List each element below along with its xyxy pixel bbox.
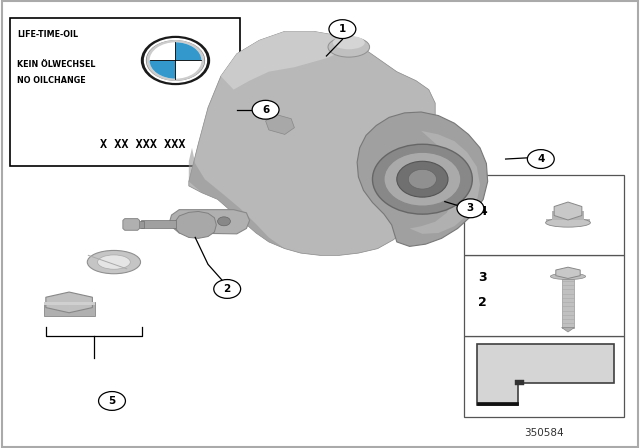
Polygon shape xyxy=(221,31,358,90)
Ellipse shape xyxy=(545,218,590,227)
Text: 4: 4 xyxy=(537,154,545,164)
Text: 350584: 350584 xyxy=(524,428,564,438)
FancyBboxPatch shape xyxy=(464,175,624,255)
Polygon shape xyxy=(123,219,140,230)
Text: X XX XXX XXX: X XX XXX XXX xyxy=(100,138,186,151)
Polygon shape xyxy=(44,302,95,316)
Wedge shape xyxy=(150,60,175,79)
Polygon shape xyxy=(554,202,582,220)
Circle shape xyxy=(329,20,356,39)
Circle shape xyxy=(408,169,436,189)
Polygon shape xyxy=(134,221,144,228)
Polygon shape xyxy=(141,220,176,228)
Ellipse shape xyxy=(87,250,141,274)
Circle shape xyxy=(397,161,448,197)
Text: 6: 6 xyxy=(262,105,269,115)
Polygon shape xyxy=(556,267,580,279)
Ellipse shape xyxy=(550,273,586,280)
Circle shape xyxy=(99,392,125,410)
Polygon shape xyxy=(545,219,590,223)
FancyBboxPatch shape xyxy=(464,255,624,336)
Text: 3: 3 xyxy=(467,203,474,213)
Polygon shape xyxy=(170,210,250,234)
Circle shape xyxy=(150,42,202,79)
Ellipse shape xyxy=(97,255,131,269)
Polygon shape xyxy=(562,279,575,328)
Ellipse shape xyxy=(333,36,365,49)
Text: 2: 2 xyxy=(223,284,231,294)
Polygon shape xyxy=(477,344,614,405)
Circle shape xyxy=(186,217,198,226)
Polygon shape xyxy=(562,327,575,332)
Text: KEIN ÖLWECHSEL: KEIN ÖLWECHSEL xyxy=(17,60,96,69)
Polygon shape xyxy=(357,112,488,246)
Text: LIFE-TIME-OIL: LIFE-TIME-OIL xyxy=(17,30,79,39)
Wedge shape xyxy=(175,42,202,60)
Polygon shape xyxy=(44,302,95,305)
Text: 5: 5 xyxy=(108,396,116,406)
Polygon shape xyxy=(266,114,294,134)
Polygon shape xyxy=(173,211,216,238)
Text: 3: 3 xyxy=(478,271,486,284)
Polygon shape xyxy=(410,131,480,234)
Polygon shape xyxy=(189,148,285,249)
Circle shape xyxy=(218,217,230,226)
Ellipse shape xyxy=(328,37,370,57)
Circle shape xyxy=(252,100,279,119)
Circle shape xyxy=(372,144,472,214)
Text: 1: 1 xyxy=(339,24,346,34)
Circle shape xyxy=(146,40,205,81)
Circle shape xyxy=(384,152,461,206)
Polygon shape xyxy=(189,31,435,255)
Circle shape xyxy=(527,150,554,168)
Polygon shape xyxy=(552,211,584,220)
Polygon shape xyxy=(477,402,518,405)
Polygon shape xyxy=(515,380,525,385)
Text: 4: 4 xyxy=(478,204,487,218)
Text: 2: 2 xyxy=(478,296,487,309)
Polygon shape xyxy=(46,292,92,313)
Text: NO OILCHANGE: NO OILCHANGE xyxy=(17,76,86,85)
FancyBboxPatch shape xyxy=(10,18,240,166)
Circle shape xyxy=(214,280,241,298)
FancyBboxPatch shape xyxy=(464,336,624,417)
Circle shape xyxy=(142,37,209,84)
Circle shape xyxy=(457,199,484,218)
